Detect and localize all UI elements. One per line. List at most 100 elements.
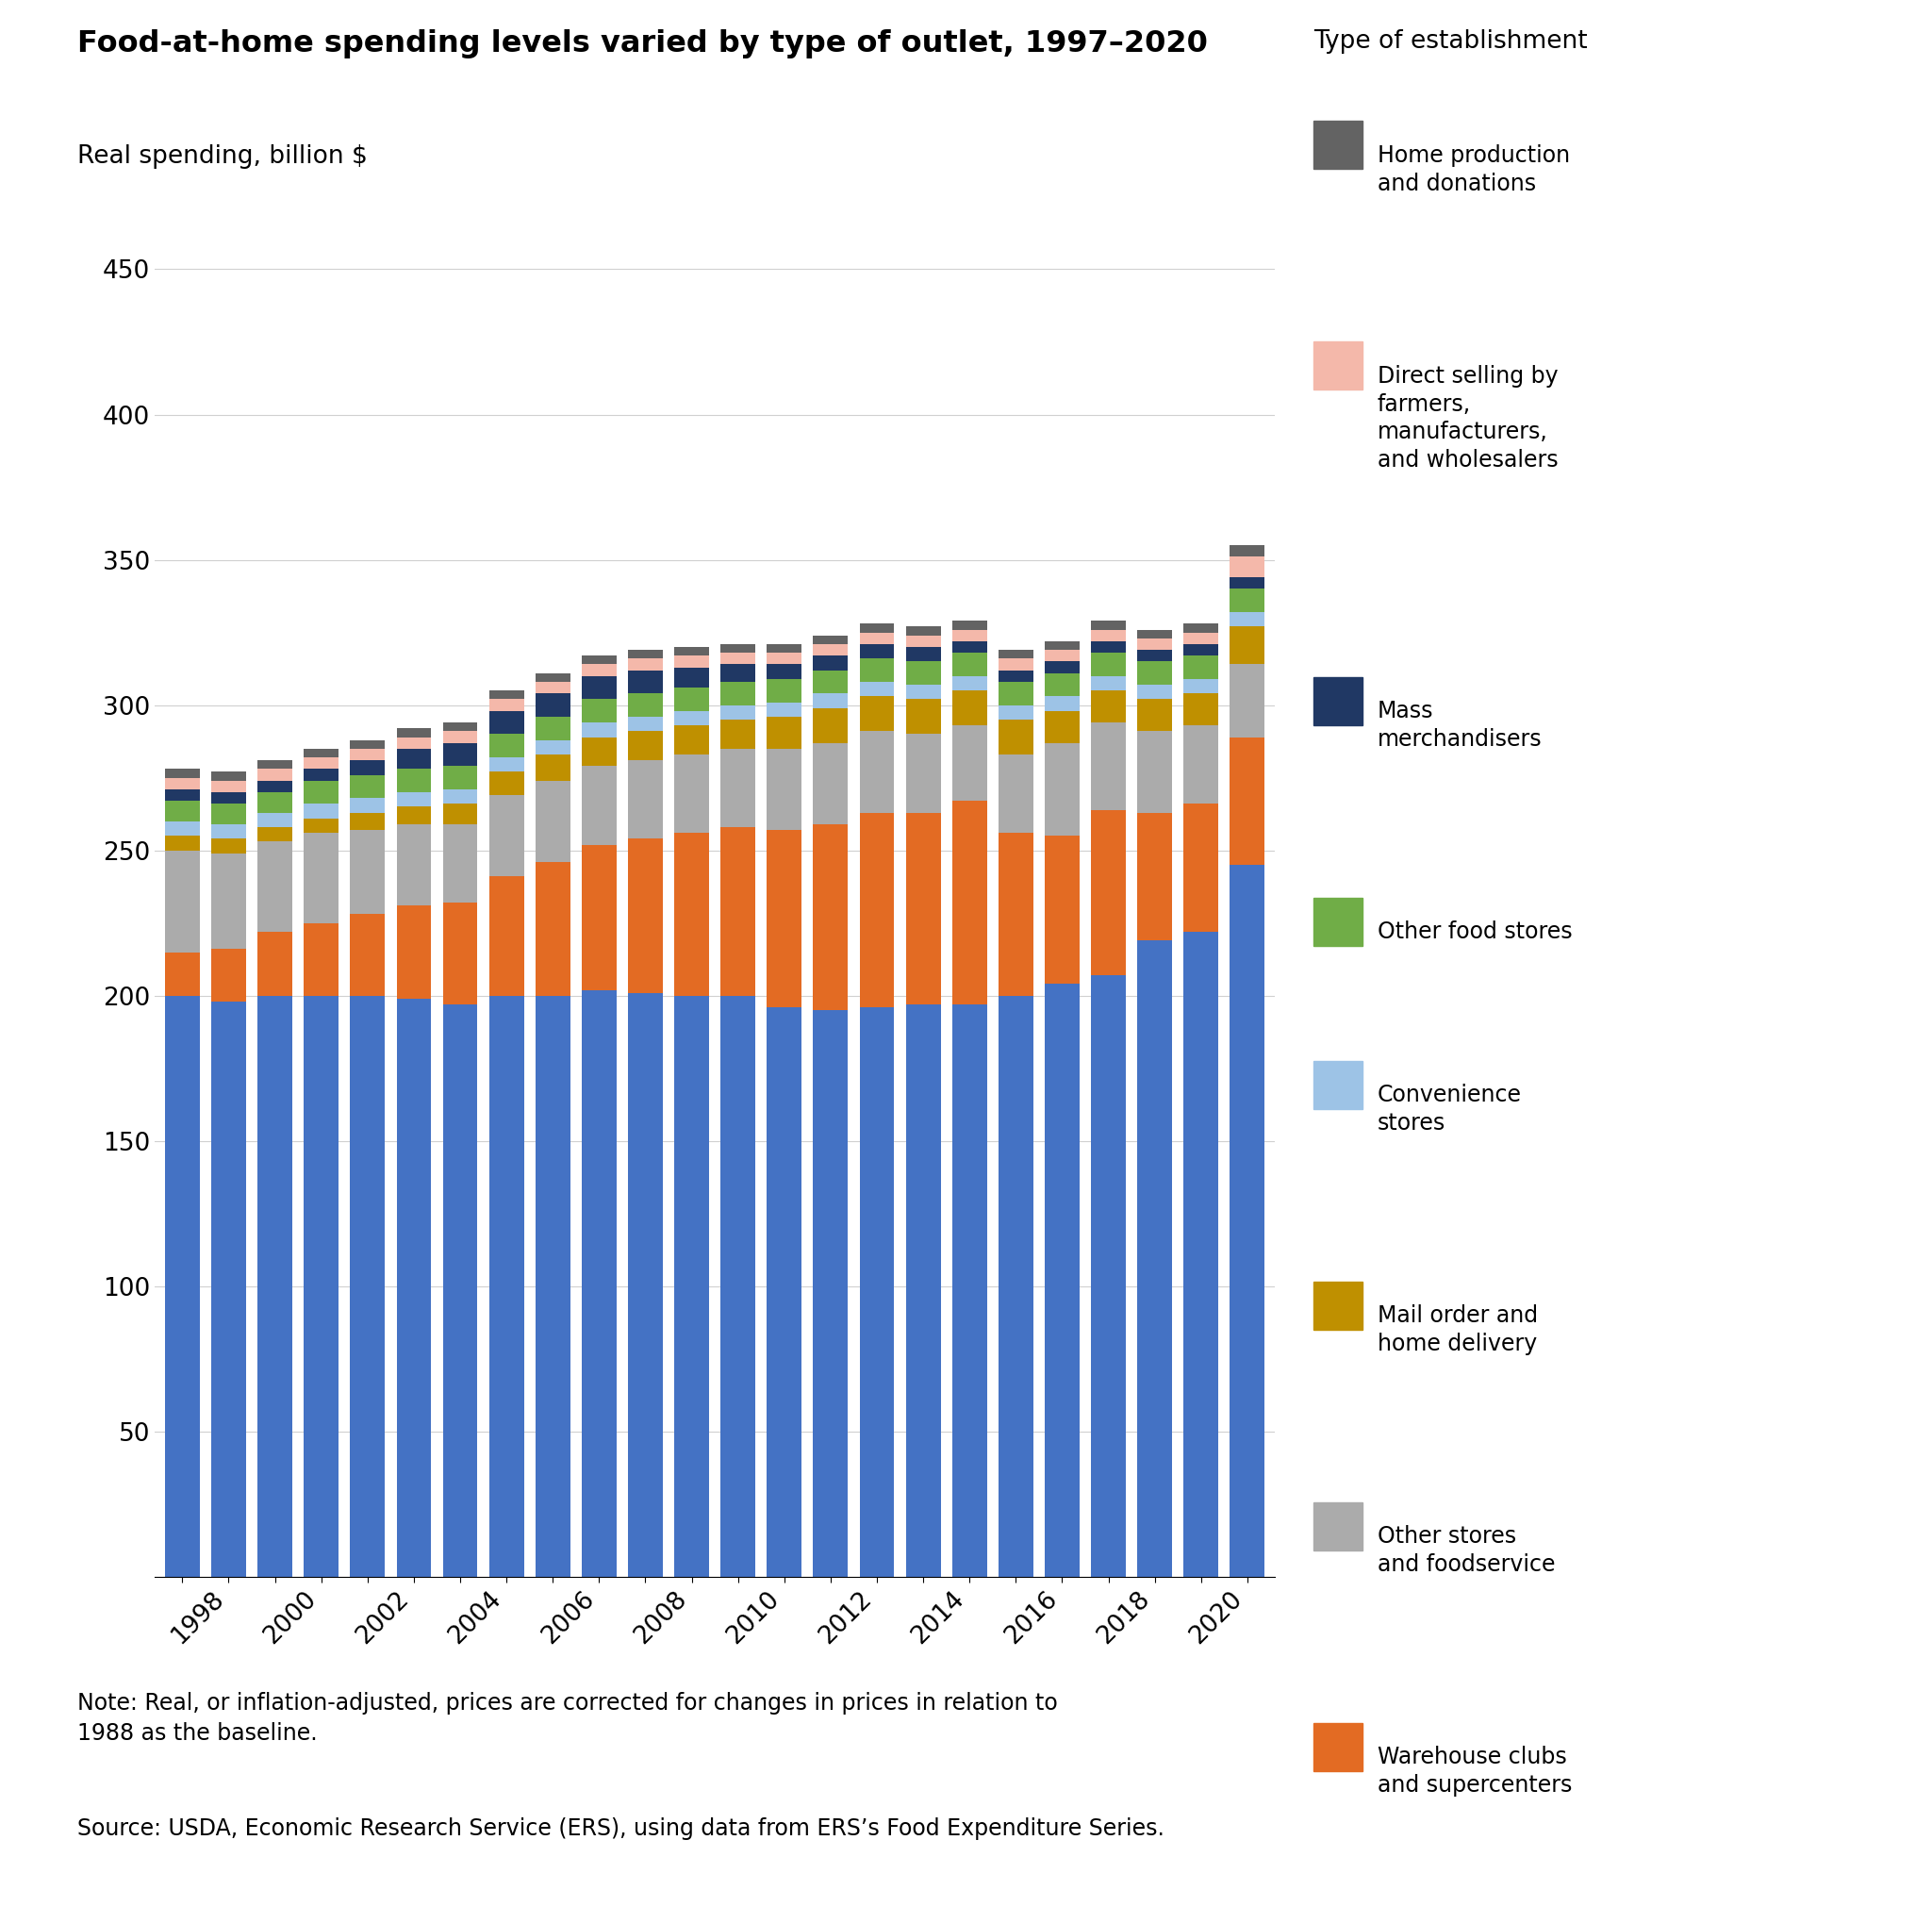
Bar xyxy=(813,708,848,742)
Bar xyxy=(582,700,616,723)
Bar xyxy=(257,842,292,933)
Bar xyxy=(442,765,477,788)
Bar xyxy=(350,775,384,798)
Bar xyxy=(396,737,431,748)
Bar xyxy=(1045,650,1080,662)
Bar xyxy=(1184,725,1219,804)
Bar xyxy=(860,683,895,696)
Bar xyxy=(257,760,292,769)
Bar xyxy=(303,758,338,769)
Bar xyxy=(350,748,384,760)
Bar xyxy=(674,712,709,725)
Bar xyxy=(813,694,848,708)
Bar xyxy=(999,996,1034,1577)
Bar xyxy=(860,644,895,658)
Bar xyxy=(860,623,895,633)
Bar xyxy=(303,819,338,833)
Bar xyxy=(582,656,616,665)
Bar xyxy=(767,652,802,665)
Bar xyxy=(674,656,709,667)
Bar xyxy=(767,665,802,679)
Bar xyxy=(721,683,755,706)
Bar xyxy=(952,690,987,725)
Bar xyxy=(489,996,524,1577)
Text: Warehouse clubs
and supercenters: Warehouse clubs and supercenters xyxy=(1378,1746,1573,1796)
Bar xyxy=(535,673,570,683)
Bar xyxy=(1231,588,1265,612)
Bar xyxy=(1184,679,1219,694)
Text: Direct selling by
farmers,
manufacturers,
and wholesalers: Direct selling by farmers, manufacturers… xyxy=(1378,365,1559,471)
Bar xyxy=(1184,623,1219,633)
Bar xyxy=(674,667,709,688)
Bar xyxy=(211,804,245,825)
Bar xyxy=(767,702,802,717)
Bar xyxy=(628,650,663,658)
Bar xyxy=(628,671,663,694)
Bar xyxy=(906,662,941,685)
Bar xyxy=(164,821,199,837)
Bar xyxy=(257,769,292,781)
Bar xyxy=(1231,577,1265,588)
Bar xyxy=(211,781,245,792)
Bar xyxy=(1231,737,1265,865)
Bar xyxy=(582,765,616,844)
Bar xyxy=(860,658,895,683)
Bar xyxy=(489,771,524,796)
Bar xyxy=(952,802,987,1004)
Text: Food-at-home spending levels varied by type of outlet, 1997–2020: Food-at-home spending levels varied by t… xyxy=(77,29,1208,58)
Bar xyxy=(350,831,384,913)
Bar xyxy=(582,844,616,990)
Bar xyxy=(211,771,245,781)
Bar xyxy=(628,694,663,717)
Bar xyxy=(906,813,941,1004)
Bar xyxy=(1184,804,1219,933)
Bar xyxy=(674,688,709,712)
Bar xyxy=(906,1004,941,1577)
Bar xyxy=(906,646,941,662)
Bar xyxy=(396,906,431,998)
Bar xyxy=(535,754,570,781)
Bar xyxy=(442,742,477,765)
Text: Type of establishment: Type of establishment xyxy=(1314,29,1588,54)
Bar xyxy=(628,992,663,1577)
Bar xyxy=(721,996,755,1577)
Bar xyxy=(1138,662,1173,685)
Bar xyxy=(1092,810,1126,975)
Bar xyxy=(1231,865,1265,1577)
Bar xyxy=(350,913,384,996)
Text: Other stores
and foodservice: Other stores and foodservice xyxy=(1378,1525,1555,1577)
Bar xyxy=(1138,685,1173,700)
Bar xyxy=(860,696,895,731)
Bar xyxy=(813,742,848,825)
Bar xyxy=(582,677,616,700)
Bar xyxy=(442,1004,477,1577)
Bar xyxy=(721,644,755,652)
Bar xyxy=(1231,612,1265,627)
Bar xyxy=(674,646,709,656)
Bar xyxy=(303,781,338,804)
Bar xyxy=(303,748,338,758)
Bar xyxy=(952,640,987,652)
Bar xyxy=(952,629,987,640)
Bar xyxy=(906,627,941,635)
Bar xyxy=(396,808,431,825)
Bar xyxy=(674,833,709,996)
Bar xyxy=(442,731,477,742)
Bar xyxy=(1045,837,1080,985)
Bar xyxy=(582,990,616,1577)
Bar xyxy=(999,658,1034,671)
Bar xyxy=(1045,696,1080,712)
Bar xyxy=(396,825,431,906)
Bar xyxy=(257,827,292,842)
Bar xyxy=(674,996,709,1577)
Bar xyxy=(952,725,987,802)
Bar xyxy=(813,635,848,644)
Bar xyxy=(303,769,338,781)
Bar xyxy=(999,671,1034,683)
Bar xyxy=(257,996,292,1577)
Bar xyxy=(489,796,524,877)
Bar xyxy=(164,952,199,996)
Bar xyxy=(350,798,384,813)
Bar xyxy=(1138,940,1173,1577)
Bar xyxy=(1092,677,1126,690)
